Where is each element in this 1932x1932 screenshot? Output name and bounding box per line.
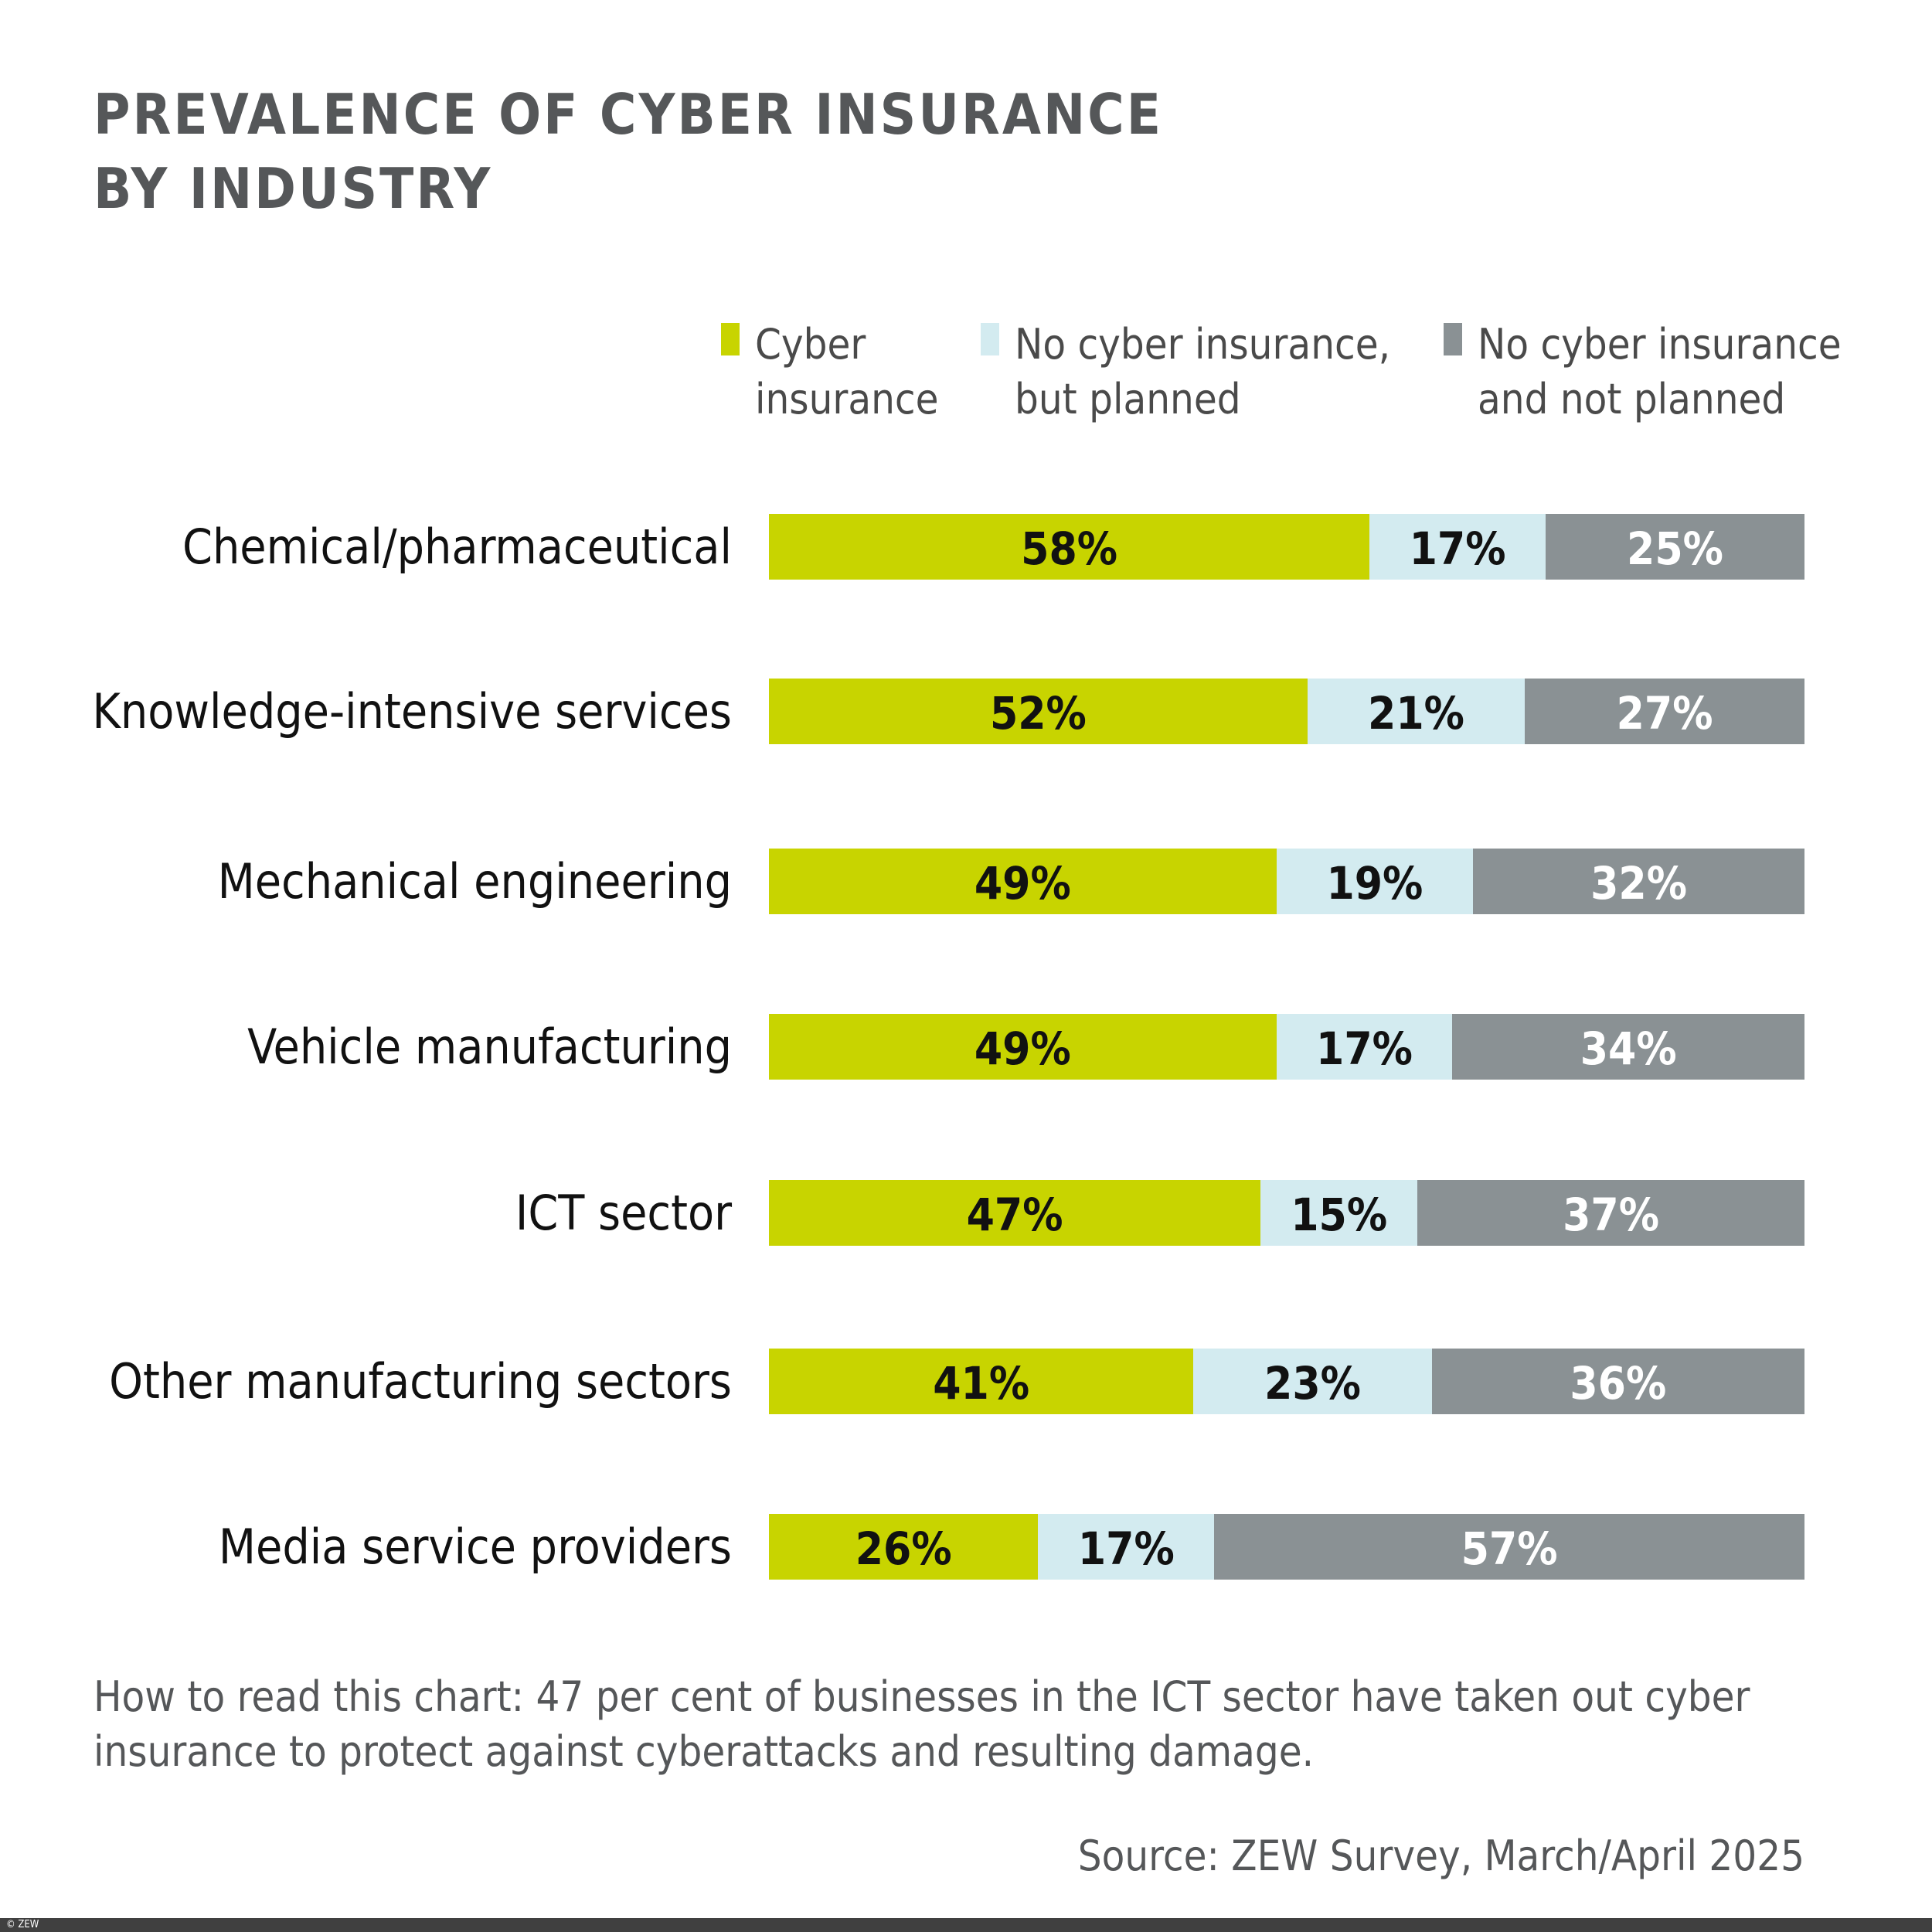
bar-row: 26% 17% 57% [769,1514,1804,1580]
bar-segment [1369,514,1546,580]
chart-title-line-2: BY INDUSTRY [94,156,493,221]
legend-swatch [1444,323,1462,355]
bar-segment [1452,1014,1804,1080]
copyright-text: © ZEW [6,1919,39,1930]
data-label: 49% [974,1022,1071,1075]
category-label: Media service providers [218,1519,732,1575]
bar-segment [1525,679,1804,744]
bar-row: 41% 23% 36% [769,1349,1804,1414]
legend-swatch [721,323,740,355]
data-label: 41% [933,1357,1030,1410]
bar-segment [769,1014,1277,1080]
bar-segment [769,679,1308,744]
bar-segment [1546,514,1804,580]
data-label: 17% [1077,1522,1175,1575]
bar-row: 47% 15% 37% [769,1180,1804,1246]
bar-segment [1193,1349,1432,1414]
bar-segment [1417,1180,1804,1246]
bar-segment [769,1180,1261,1246]
category-label: Chemical/pharmaceutical [182,519,732,575]
data-label: 23% [1264,1357,1361,1410]
bar-segment [1214,1514,1804,1580]
chart-title-line-1: PREVALENCE OF CYBER INSURANCE [94,82,1163,147]
legend-label: Cyber insurance [755,320,939,423]
data-label: 36% [1570,1357,1667,1410]
bar-segment [769,514,1370,580]
data-label: 47% [966,1189,1063,1241]
bar-segment [1473,849,1804,914]
reading-note-line-2: insurance to protect against cyberattack… [94,1727,1315,1776]
category-label: Mechanical engineering [217,853,732,910]
chart-title: PREVALENCE OF CYBER INSURANCE BY INDUSTR… [94,77,1163,226]
reading-note-line-1: How to read this chart: 47 per cent of b… [94,1672,1750,1721]
data-label: 49% [974,857,1071,910]
source-text: Source: ZEW Survey, March/April 2025 [1077,1832,1804,1880]
bar-row: 49% 19% 32% [769,849,1804,914]
data-label: 57% [1461,1522,1558,1575]
legend-swatch [981,323,999,355]
data-label: 37% [1563,1189,1660,1241]
legend-label: No cyber insurance, but planned [1015,320,1391,423]
category-label: Knowledge-intensive services [92,683,732,740]
data-label: 26% [855,1522,952,1575]
reading-note: How to read this chart: 47 per cent of b… [94,1669,1750,1779]
data-label: 34% [1580,1022,1677,1075]
bar-row: 49% 17% 34% [769,1014,1804,1080]
data-label: 15% [1291,1189,1388,1241]
data-label: 21% [1368,687,1464,740]
data-label: 25% [1627,522,1723,575]
bar-segment [769,1514,1039,1580]
bar-segment [1276,1014,1453,1080]
bar-segment [769,1349,1194,1414]
bar-segment [1260,1180,1418,1246]
bar-segment [1307,679,1526,744]
data-label: 17% [1316,1022,1413,1075]
bar-segment [1431,1349,1804,1414]
data-label: 17% [1409,522,1506,575]
bar-segment [769,849,1277,914]
data-label: 52% [989,687,1087,740]
footer-bar: © ZEW [0,1918,1932,1932]
category-label: Other manufacturing sectors [109,1353,732,1410]
category-label: ICT sector [515,1185,732,1241]
category-label: Vehicle manufacturing [247,1019,732,1075]
bar-row: 58% 17% 25% [769,514,1804,580]
legend-label: No cyber insurance and not planned [1478,320,1842,423]
bar-segment [1038,1514,1215,1580]
bar-segment [1276,849,1474,914]
data-label: 58% [1021,522,1118,575]
data-label: 19% [1326,857,1423,910]
data-label: 27% [1616,687,1713,740]
data-label: 32% [1590,857,1688,910]
bar-row: 52% 21% 27% [769,679,1804,744]
